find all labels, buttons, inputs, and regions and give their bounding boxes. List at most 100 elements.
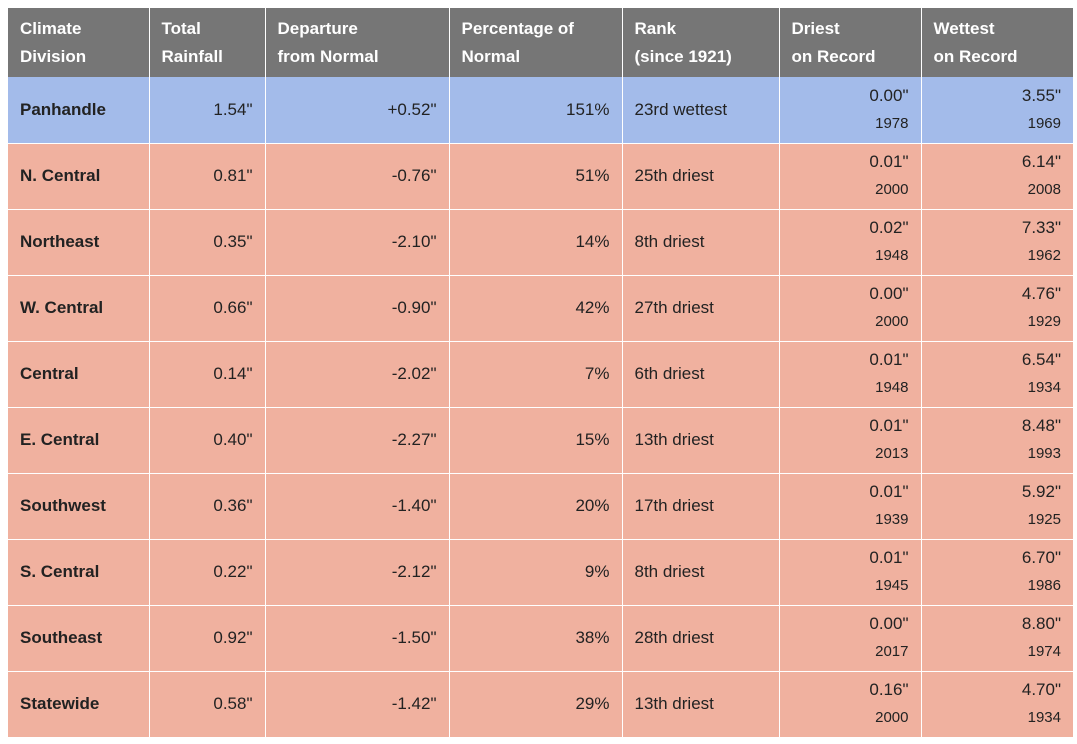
table-row: Southwest 0.36" -1.40" 20% 17th driest 0.01" 1… [8, 473, 1073, 540]
record-year: 1948 [875, 379, 909, 396]
table-row: W. Central 0.66" -0.90" 42% 27th driest 0.00"… [8, 275, 1073, 342]
record-value: 0.01" [869, 350, 909, 369]
record-year: 2017 [875, 643, 909, 660]
header-line: Wettest [933, 19, 995, 38]
departure-cell: -2.27" [265, 407, 450, 474]
table-row: S. Central 0.22" -2.12" 9% 8th driest 0.01" 19… [8, 539, 1073, 606]
wettest-record-cell: 3.55" 1969 [921, 77, 1073, 144]
percentage-cell: 42% [449, 275, 623, 342]
record-value: 8.80" [1021, 614, 1061, 633]
record-year: 2000 [875, 313, 909, 330]
header-line: Total [161, 19, 201, 38]
wettest-record-cell: 5.92" 1925 [921, 473, 1073, 540]
header-line: Driest [791, 19, 840, 38]
percentage-cell: 51% [449, 143, 623, 210]
header-percentage-of-normal: Percentage of Normal [449, 8, 623, 77]
header-driest-on-record: Driest on Record [779, 8, 922, 77]
percentage-cell: 151% [449, 77, 623, 144]
departure-cell: -2.12" [265, 539, 450, 606]
division-cell: N. Central [8, 143, 150, 210]
record-value: 0.02" [869, 218, 909, 237]
table-row: E. Central 0.40" -2.27" 15% 13th driest 0.01"… [8, 407, 1073, 474]
header-line: Rainfall [161, 47, 223, 66]
record-year: 1934 [1027, 709, 1061, 727]
wettest-record-cell: 8.48" 1993 [921, 407, 1073, 474]
driest-record-cell: 0.01" 1939 [779, 473, 922, 540]
table-header: Climate Division Total Rainfall Departure fro… [8, 8, 1073, 77]
record-value: 0.16" [869, 680, 909, 700]
rank-cell: 23rd wettest [622, 77, 780, 144]
record-value: 0.01" [869, 416, 909, 435]
total-rainfall-cell: 0.40" [149, 407, 266, 474]
driest-record-cell: 0.01" 2013 [779, 407, 922, 474]
record-value: 6.70" [1021, 548, 1061, 567]
record-value: 3.55" [1021, 85, 1061, 105]
rainfall-table-container: Climate Division Total Rainfall Departure fro… [8, 8, 1073, 737]
wettest-record-cell: 4.76" 1929 [921, 275, 1073, 342]
rank-cell: 17th driest [622, 473, 780, 540]
driest-record-cell: 0.00" 1978 [779, 77, 922, 144]
wettest-record-cell: 6.54" 1934 [921, 341, 1073, 408]
record-value: 0.01" [869, 482, 909, 501]
departure-cell: -2.02" [265, 341, 450, 408]
percentage-cell: 7% [449, 341, 623, 408]
driest-record-cell: 0.00" 2000 [779, 275, 922, 342]
header-departure-from-normal: Departure from Normal [265, 8, 450, 77]
wettest-record-cell: 6.14" 2008 [921, 143, 1073, 210]
departure-cell: +0.52" [265, 77, 450, 144]
division-cell: Northeast [8, 209, 150, 276]
division-cell: Central [8, 341, 150, 408]
record-year: 1929 [1027, 313, 1061, 330]
record-year: 2000 [875, 709, 909, 727]
record-year: 2008 [1027, 181, 1061, 198]
table-row: Central 0.14" -2.02" 7% 6th driest 0.01" 1948 6… [8, 341, 1073, 408]
percentage-cell: 20% [449, 473, 623, 540]
header-line: Departure [277, 19, 358, 38]
rank-cell: 28th driest [622, 605, 780, 672]
header-wettest-on-record: Wettest on Record [921, 8, 1073, 77]
rank-cell: 8th driest [622, 209, 780, 276]
driest-record-cell: 0.01" 1945 [779, 539, 922, 606]
record-year: 1993 [1027, 445, 1061, 462]
driest-record-cell: 0.01" 1948 [779, 341, 922, 408]
rank-cell: 13th driest [622, 407, 780, 474]
wettest-record-cell: 6.70" 1986 [921, 539, 1073, 606]
header-total-rainfall: Total Rainfall [149, 8, 266, 77]
departure-cell: -1.42" [265, 671, 450, 737]
header-climate-division: Climate Division [8, 8, 150, 77]
header-line: from Normal [277, 47, 379, 66]
total-rainfall-cell: 1.54" [149, 77, 266, 144]
record-year: 1978 [875, 114, 909, 132]
header-line: Rank [634, 19, 677, 38]
record-value: 7.33" [1021, 218, 1061, 237]
percentage-cell: 9% [449, 539, 623, 606]
driest-record-cell: 0.02" 1948 [779, 209, 922, 276]
record-year: 2000 [875, 181, 909, 198]
percentage-cell: 38% [449, 605, 623, 672]
record-value: 6.54" [1021, 350, 1061, 369]
header-line: (since 1921) [634, 47, 732, 66]
division-cell: Southwest [8, 473, 150, 540]
percentage-cell: 14% [449, 209, 623, 276]
table-row: N. Central 0.81" -0.76" 51% 25th driest 0.01"… [8, 143, 1073, 210]
wettest-record-cell: 8.80" 1974 [921, 605, 1073, 672]
record-year: 1974 [1027, 643, 1061, 660]
header-row: Climate Division Total Rainfall Departure fro… [8, 8, 1073, 77]
division-cell: Panhandle [8, 77, 150, 144]
departure-cell: -0.76" [265, 143, 450, 210]
header-line: Percentage of [461, 19, 574, 38]
record-year: 2013 [875, 445, 909, 462]
division-cell: Statewide [8, 671, 150, 737]
header-rank: Rank (since 1921) [622, 8, 780, 77]
total-rainfall-cell: 0.58" [149, 671, 266, 737]
departure-cell: -2.10" [265, 209, 450, 276]
total-rainfall-cell: 0.22" [149, 539, 266, 606]
percentage-cell: 29% [449, 671, 623, 737]
record-value: 0.00" [869, 614, 909, 633]
total-rainfall-cell: 0.35" [149, 209, 266, 276]
record-value: 0.00" [869, 85, 909, 105]
header-line: Division [20, 47, 87, 66]
record-value: 0.01" [869, 548, 909, 567]
percentage-cell: 15% [449, 407, 623, 474]
division-cell: Southeast [8, 605, 150, 672]
